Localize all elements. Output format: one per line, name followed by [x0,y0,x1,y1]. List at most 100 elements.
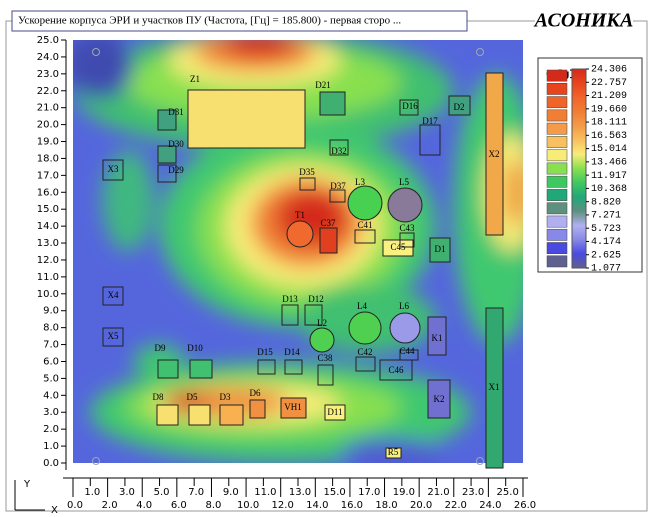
component-label: C41 [357,220,372,230]
component-body [287,221,313,247]
x-tick-label: 12.0 [272,500,294,511]
y-tick-label: 16.0 [37,187,59,198]
y-tick-label: 24.0 [37,52,59,63]
component-label: C44 [399,346,415,356]
component-label: Z1 [190,74,200,84]
y-tick-label: 8.0 [43,323,59,334]
heat-blob [502,158,530,226]
component-label: D8 [153,392,164,402]
component-label: C37 [320,218,336,228]
legend-label: 2.625 [591,250,621,261]
component-label: D32 [331,146,347,156]
x-tick-label: 4.0 [136,500,152,511]
legend-swatch [547,110,567,121]
screen: Ускорение корпуса ЭРИ и участков ПУ (Час… [0,0,654,517]
x-tick-label: 9.0 [223,487,239,498]
component-label: R5 [388,447,399,457]
component-label: D1 [435,244,446,254]
component-label: X3 [108,164,119,174]
legend-label: 19.660 [591,104,627,115]
component-label: D37 [330,181,346,191]
legend-label: 7.271 [591,211,621,222]
heat-blob [225,33,294,57]
x-tick-label: 16.0 [341,500,363,511]
component-label: K2 [434,394,445,404]
x-tick-label: 23.0 [462,487,484,498]
component-body [250,400,265,418]
legend-swatch [547,216,567,227]
x-tick-label: 14.0 [306,500,328,511]
y-tick-label: 3.0 [43,407,59,418]
legend-label: 24.306 [591,65,627,76]
component-label: D17 [422,116,438,126]
x-tick-label: 13.0 [289,487,311,498]
component-body [310,328,334,352]
x-tick-label: 2.0 [102,500,118,511]
component-label: C38 [317,353,333,363]
y-tick-label: 18.0 [37,153,59,164]
heat-blob [64,32,133,100]
component-body [190,360,212,378]
colorbar [572,69,586,268]
component-body [220,405,243,425]
logo: АСОНИКА [533,10,634,32]
component-label: D12 [308,294,324,304]
component-label: L4 [357,301,367,311]
y-tick-label: 17.0 [37,170,59,181]
x-tick-label: 3.0 [119,487,135,498]
x-tick-label: 0.0 [67,500,83,511]
component-label: D11 [327,407,342,417]
component-label: X1 [489,382,500,392]
component-label: L3 [355,177,365,187]
component-label: C42 [357,347,372,357]
component-body [320,228,337,253]
y-tick-label: 12.0 [37,255,59,266]
x-tick-label: 10.0 [237,500,259,511]
component-label: D5 [187,392,198,402]
component-label: C43 [399,223,415,233]
legend-label: 22.757 [591,78,627,89]
x-tick-label: 6.0 [171,500,187,511]
x-tick-label: 7.0 [188,487,204,498]
y-tick-label: 15.0 [37,204,59,215]
y-tick-label: 5.0 [43,373,59,384]
legend-swatch [547,256,567,267]
legend-label: 11.917 [591,171,627,182]
y-tick-label: 11.0 [37,272,59,283]
component-body [349,312,381,344]
y-tick-label: 20.0 [37,120,59,131]
component-label: D14 [284,347,300,357]
y-tick-label: 19.0 [37,137,59,148]
legend-swatch [547,176,567,187]
component-label: D16 [402,101,418,111]
y-tick-label: 6.0 [43,356,59,367]
x-tick-label: 24.0 [479,500,501,511]
x-tick-label: 26.0 [514,500,536,511]
legend-label: 5.723 [591,224,621,235]
legend-label: 10.368 [591,184,627,195]
x-tick-label: 8.0 [206,500,222,511]
y-tick-label: 25.0 [37,35,59,46]
legend-swatch [547,70,567,81]
legend-swatch [547,189,567,200]
component-label: D21 [315,80,331,90]
x-tick-label: 21.0 [427,487,449,498]
x-tick-label: 15.0 [323,487,345,498]
component-body [388,188,422,222]
legend-swatch [547,229,567,240]
x-tick-label: 20.0 [410,500,432,511]
legend-swatch [547,97,567,108]
y-tick-label: 4.0 [43,390,59,401]
component-body [348,186,382,220]
component-label: X4 [108,290,119,300]
component-label: X5 [108,331,119,341]
legend-swatch [547,150,567,161]
component-label: D30 [168,139,184,149]
component-label: D2 [454,102,465,112]
legend-swatch [547,83,567,94]
y-tick-label: 2.0 [43,424,59,435]
legend-label: 21.209 [591,91,627,102]
component-body [320,92,345,115]
component-label: C46 [388,365,404,375]
component-label: D3 [220,392,231,402]
